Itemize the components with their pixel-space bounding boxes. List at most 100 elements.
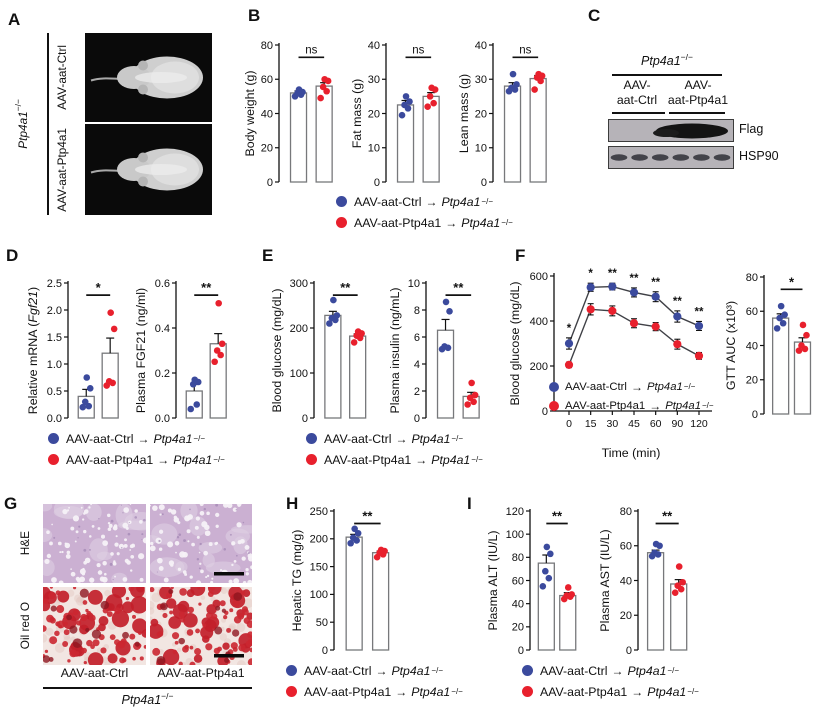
svg-text:0: 0 [302,413,308,425]
panel-letter-b: B [248,6,261,25]
svg-text:Time (min): Time (min) [602,446,661,460]
svg-text:Plasma ALT (IU/L): Plasma ALT (IU/L) [486,530,500,630]
legend-item: AAV-aat-Ptp4a1 → Ptp4a1 −/− [549,396,714,415]
legend-genotype: Ptp4a1 [627,663,667,678]
svg-text:**: ** [608,268,617,280]
legend-genotype-sup: −/− [451,687,463,696]
bar [559,594,577,651]
mouse-photo-ptp4a1 [85,124,212,215]
svg-text:**: ** [340,280,351,295]
legend-genotype: Ptp4a1 [665,399,701,412]
arrow-icon: → [395,431,408,446]
svg-text:200: 200 [530,361,548,373]
panel-letter-g: G [4,494,18,513]
mouse-photo-ctrl [85,33,212,122]
panel-a-top-label: AAV-aat-Ctrl [51,33,73,122]
svg-text:60: 60 [650,418,662,430]
data-point [586,305,595,314]
legend-genotype-sup: −/− [687,687,699,696]
legend-genotype-sup: −/− [431,666,443,675]
legend-dot-icon [306,454,317,465]
svg-text:1.5: 1.5 [47,332,62,344]
svg-text:Hepatic TG (mg/g): Hepatic TG (mg/g) [290,530,304,632]
data-point [799,321,807,329]
data-point [424,103,431,110]
lane-label-line2: aat-Ptp4a1 [667,93,729,107]
panel-letter-i: I [467,494,472,513]
panel-letter-f: F [515,246,526,265]
legend-genotype: Ptp4a1 [411,684,451,699]
he-image-ctrl [43,504,146,583]
legend-genotype-sup: −/− [667,666,679,675]
data-point [673,312,682,321]
svg-text:**: ** [695,306,704,318]
svg-text:40: 40 [368,40,380,52]
data-point [351,525,358,533]
svg-text:20: 20 [746,375,758,387]
bar [529,77,547,183]
legend-item: AAV-aat-Ptp4a1 → Ptp4a1 −/− [286,681,463,702]
data-point [679,578,686,586]
data-point [545,574,553,582]
legend-label: AAV-aat-Ptp4a1 [540,684,628,699]
data-point [217,351,224,359]
panel-g-row-label-he: H&E [14,504,36,583]
data-point [777,302,785,310]
legend-panel-d: AAV-aat-Ctrl → Ptp4a1 −/− AAV-aat-Ptp4a1 → Ptp… [48,428,225,470]
svg-text:40: 40 [475,40,487,52]
svg-text:10: 10 [368,143,380,155]
data-point [81,398,89,406]
legend-genotype: Ptp4a1 [411,431,451,446]
svg-text:80: 80 [620,506,632,518]
svg-text:100: 100 [290,368,308,380]
svg-text:0: 0 [267,177,273,189]
data-point [211,358,218,366]
bar [349,335,367,419]
data-point [508,84,515,92]
data-point [543,543,551,551]
legend-item: AAV-aat-Ctrl → Ptp4a1 −/− [522,660,699,681]
legend-item: AAV-aat-Ptp4a1 → Ptp4a1 −/− [336,212,513,233]
bar [503,85,522,183]
data-point [547,550,554,558]
fgf21-mrna-chart: 0.0 0.5 1.0 1.5 2.0 2.5 Relative mRNA (Fgf21) * [26,278,119,425]
data-point [671,589,679,596]
legend-panel-e: AAV-aat-Ctrl → Ptp4a1 −/− AAV-aat-Ptp4a1 → Ptp… [306,428,483,470]
arrow-icon: → [649,398,662,413]
plasma-ast-chart: 0 20 40 60 80 Plasma AST (IU/L) ** [598,506,688,657]
svg-text:10: 10 [475,143,487,155]
legend-item: AAV-aat-Ptp4a1 → Ptp4a1 −/− [48,449,225,470]
plasma-alt-chart: 0 20 40 60 80 100 120 Plasma ALT (IU/L) ** [486,506,577,657]
svg-text:80: 80 [746,272,758,284]
legend-dot-icon [522,665,533,676]
panel-a-genotype: Ptp4a1−/− [10,33,32,215]
bar [101,352,119,419]
data-point [509,70,517,78]
svg-text:**: ** [662,509,673,524]
svg-text:Plasma FGF21 (ng/ml): Plasma FGF21 (ng/ml) [134,288,148,413]
legend-genotype: Ptp4a1 [646,380,683,393]
data-point [377,546,385,554]
panel-a-bottom-label: AAV-aat-Ptp4a1 [51,124,73,215]
data-point [83,374,91,381]
panel-letter-d: D [6,246,19,265]
svg-text:1.0: 1.0 [47,359,62,371]
data-point [430,99,437,107]
genotype-text: Ptp4a1 [15,111,30,149]
legend-item: AAV-aat-Ctrl → Ptp4a1 −/− [286,660,463,681]
group-label-ctrl: AAV-aat-Ctrl [55,45,69,110]
svg-text:**: ** [673,296,682,308]
svg-text:Fat mass (g): Fat mass (g) [350,79,364,149]
data-point [564,584,572,591]
panel-c-lane-rule-1 [612,112,665,114]
svg-text:2: 2 [414,386,420,398]
legend-dot-icon [336,217,347,228]
svg-text:60: 60 [620,541,632,553]
data-point [215,299,222,307]
panel-c-lane-rule-2 [669,112,725,114]
svg-text:4: 4 [414,359,420,371]
data-point [406,98,413,105]
legend-label: AAV-aat-Ptp4a1 [565,399,646,412]
svg-text:*: * [96,280,102,295]
svg-text:20: 20 [261,143,273,155]
